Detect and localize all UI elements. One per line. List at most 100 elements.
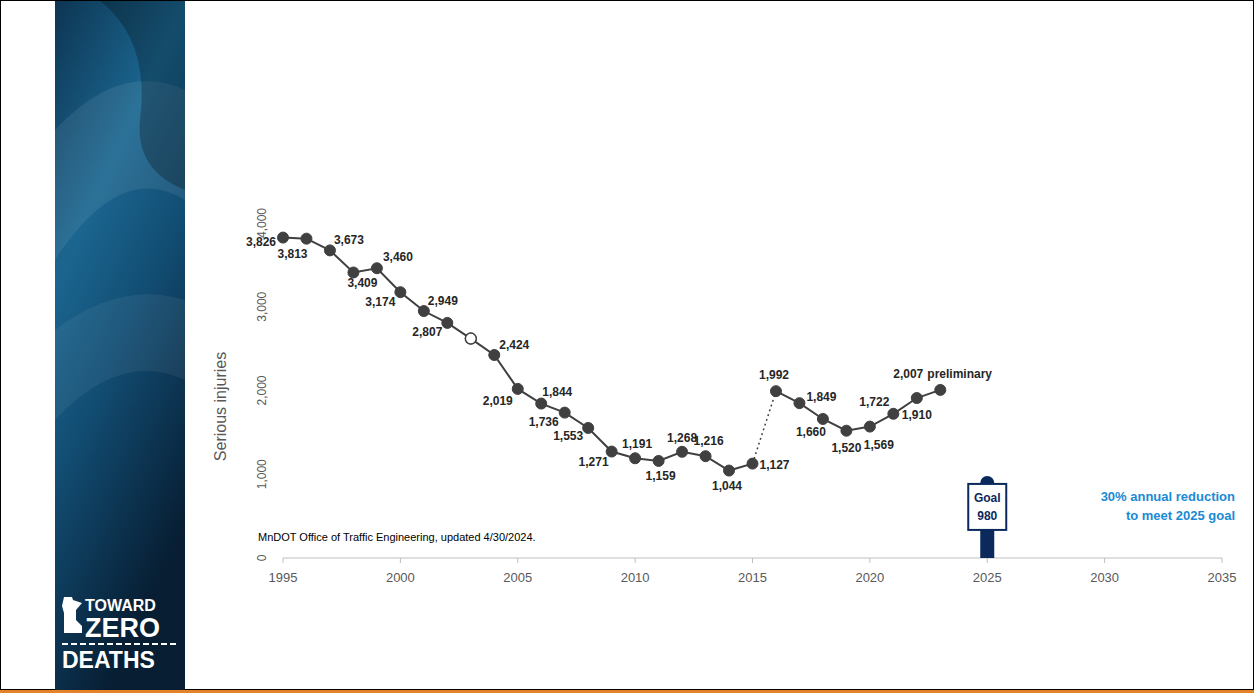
marker (630, 453, 641, 464)
goal-note: 30% annual reduction to meet 2025 goal (1101, 489, 1235, 523)
data-label: 3,174 (365, 295, 395, 309)
bottom-rule (0, 690, 1254, 693)
x-tick (283, 558, 284, 563)
marker (465, 333, 476, 344)
x-tick-label: 2010 (621, 570, 650, 585)
marker (489, 349, 500, 360)
goal-note-line: 30% annual reduction (1101, 489, 1235, 504)
goal-value: 980 (977, 509, 997, 523)
y-tick-label: 4,000 (255, 208, 269, 238)
logo-text: ZERO (85, 613, 160, 643)
data-label: 2,019 (483, 394, 513, 408)
marker (817, 413, 828, 424)
marker (935, 384, 946, 395)
data-label: 1,660 (796, 425, 826, 439)
marker (724, 465, 735, 476)
data-label: 2,424 (499, 338, 529, 352)
data-label: 1,271 (579, 455, 609, 469)
data-label: 1,844 (542, 385, 572, 399)
annotation: preliminary (927, 367, 992, 381)
marker (371, 263, 382, 274)
x-tick-label: 2015 (738, 570, 767, 585)
logo-rule (62, 643, 178, 645)
data-label: 3,409 (347, 276, 377, 290)
marker (559, 407, 570, 418)
series-break-connector (753, 391, 776, 463)
data-label: 1,127 (760, 458, 790, 472)
y-axis-title: Serious injuries (212, 352, 229, 461)
x-tick-label: 2030 (1090, 570, 1119, 585)
x-tick-label: 2035 (1208, 570, 1237, 585)
marker (677, 446, 688, 457)
data-label: 1,736 (529, 415, 559, 429)
marker (747, 458, 758, 469)
x-tick-label: 2005 (503, 570, 532, 585)
x-tick (987, 558, 988, 563)
marker (278, 232, 289, 243)
goal-marker: Goal 980 (968, 476, 1006, 558)
state-outline (62, 597, 82, 633)
marker (536, 398, 547, 409)
plot-marks (278, 232, 946, 476)
y-tick-label: 0 (255, 554, 269, 561)
data-label: 2,007 (893, 367, 923, 381)
side-panel-shadow (100, 1, 185, 190)
data-label: 1,159 (646, 469, 676, 483)
marker (512, 383, 523, 394)
data-label: 1,044 (712, 479, 742, 493)
x-tick (869, 558, 870, 563)
data-label: 3,673 (334, 233, 364, 247)
marker (864, 421, 875, 432)
y-axis: 0 1,000 2,000 3,000 4,000 (255, 208, 279, 562)
x-tick-label: 2020 (855, 570, 884, 585)
x-tick (1104, 558, 1105, 563)
x-tick (1222, 558, 1223, 563)
x-tick (517, 558, 518, 563)
side-panel-bg (55, 1, 185, 690)
goal-label: Goal (974, 491, 1001, 505)
x-tick (400, 558, 401, 563)
data-label: 1,553 (553, 429, 583, 443)
page-frame (1, 1, 1254, 690)
x-axis: 199520002005201020152020202520302035 (269, 558, 1237, 585)
series-line (283, 238, 753, 471)
marker (841, 425, 852, 436)
data-label: 1,722 (859, 395, 889, 409)
data-label: 1,992 (759, 368, 789, 382)
marker (770, 386, 781, 397)
y-tick-label: 2,000 (255, 375, 269, 405)
goal-note-text: 30% annual reduction to meet 2025 goal (1101, 489, 1235, 523)
data-labels: 3,8263,8133,6733,4093,4603,1742,9492,807… (246, 233, 992, 492)
y-tick-label: 1,000 (255, 459, 269, 489)
data-label: 1,569 (864, 438, 894, 452)
data-label: 1,910 (902, 408, 932, 422)
x-tick (635, 558, 636, 563)
x-tick-label: 2025 (973, 570, 1002, 585)
side-panel-swirl (55, 294, 185, 420)
marker (583, 422, 594, 433)
data-label: 3,460 (383, 250, 413, 264)
marker (653, 455, 664, 466)
data-label: 1,849 (806, 390, 836, 404)
goal-sign (968, 484, 1006, 530)
data-label: 1,216 (694, 434, 724, 448)
marker (395, 287, 406, 298)
stage: TOWARDZERODEATHS199520002005201020152020… (0, 0, 1254, 695)
marker (911, 393, 922, 404)
data-label: 2,949 (428, 294, 458, 308)
data-label: 1,191 (622, 437, 652, 451)
y-tick-label: 3,000 (255, 291, 269, 321)
x-tick-label: 1995 (269, 570, 298, 585)
data-label: 3,826 (246, 235, 276, 249)
data-label: 2,807 (412, 325, 442, 339)
open-marker (465, 333, 476, 344)
chart-svg: TOWARDZERODEATHS199520002005201020152020… (0, 0, 1254, 695)
marker (888, 408, 899, 419)
marker (700, 451, 711, 462)
marker (442, 317, 453, 328)
logo: TOWARDZERODEATHS (62, 597, 178, 673)
logo-text: DEATHS (62, 647, 155, 673)
data-label: 1,520 (831, 441, 861, 455)
goal-note-line: to meet 2025 goal (1126, 508, 1235, 523)
source-note: MnDOT Office of Traffic Engineering, upd… (258, 531, 536, 543)
